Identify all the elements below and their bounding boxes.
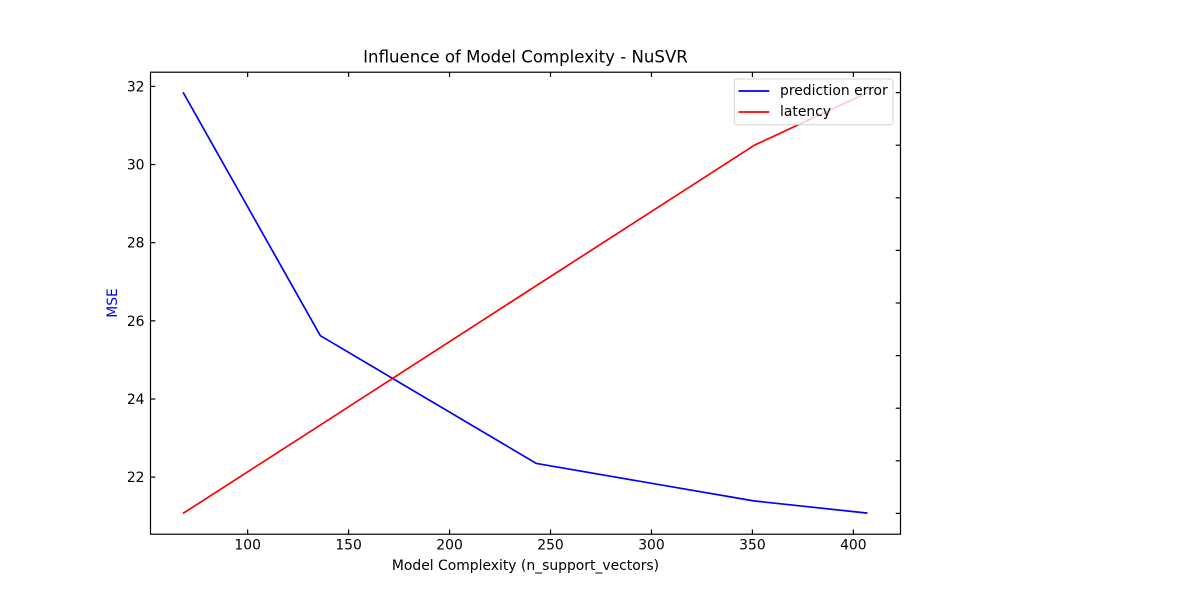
y-tick-label: 26: [127, 314, 145, 330]
series-line-prediction-error: [182, 91, 868, 514]
legend-entries: prediction error latency: [738, 83, 888, 120]
legend: prediction error latency: [733, 78, 894, 126]
legend-label-prediction-error: prediction error: [780, 83, 888, 99]
axes: 100 150 200 250 300 350 400 22 24 26 28 30 32: [127, 71, 902, 554]
legend-box: [733, 78, 894, 126]
series-lines: [182, 91, 868, 515]
plot-background: [151, 72, 901, 534]
y-tick-label: 22: [127, 470, 145, 486]
x-axis-label: Model Complexity (n_support_vectors): [392, 558, 659, 574]
y-tick-label: 28: [127, 236, 145, 252]
x-tick-label: 350: [739, 538, 766, 554]
x-tick-label: 300: [638, 538, 665, 554]
legend-label-latency: latency: [780, 104, 831, 120]
x-tick-label: 100: [234, 538, 261, 554]
chart-title: Influence of Model Complexity - NuSVR: [363, 47, 688, 66]
y-tick-label: 30: [127, 158, 145, 174]
axes-frame: [149, 71, 902, 535]
x-tick-label: 200: [436, 538, 463, 554]
x-tick-label: 150: [335, 538, 362, 554]
y-tick-label: 32: [127, 79, 145, 95]
y-axis-label: MSE: [105, 288, 121, 318]
series-line-latency: [182, 91, 868, 515]
x-tick-label: 250: [537, 538, 564, 554]
x-tick-label: 400: [840, 538, 867, 554]
y-tick-label: 24: [127, 392, 145, 408]
